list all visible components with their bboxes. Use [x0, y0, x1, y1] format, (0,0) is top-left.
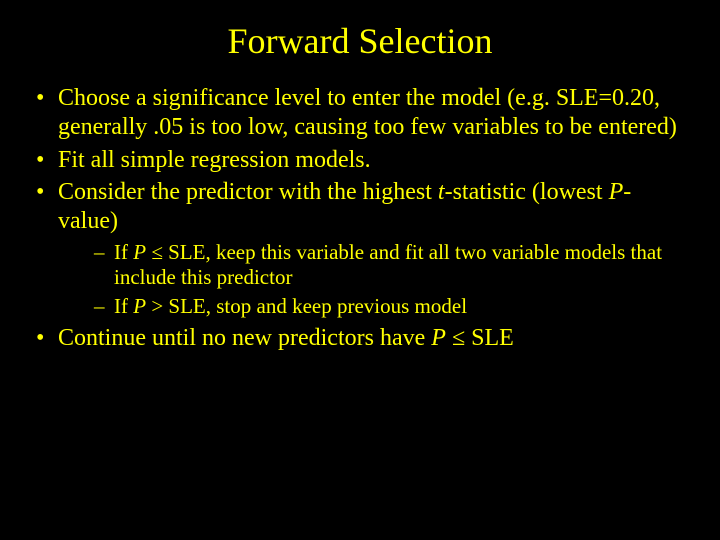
- bullet-text: ≤ SLE: [446, 325, 514, 351]
- sub-bullet-text: ≤ SLE, keep this variable and fit all tw…: [114, 240, 662, 289]
- italic-p: P: [609, 179, 624, 205]
- bullet-text: Continue until no new predictors have: [58, 325, 431, 351]
- italic-p: P: [133, 294, 146, 318]
- slide-title: Forward Selection: [30, 20, 690, 62]
- bullet-item: Continue until no new predictors have P …: [30, 324, 690, 353]
- bullet-item: Fit all simple regression models.: [30, 146, 690, 175]
- sub-bullet-text: If: [114, 294, 133, 318]
- sub-bullet-item: If P ≤ SLE, keep this variable and fit a…: [90, 240, 690, 290]
- main-bullet-list: Choose a significance level to enter the…: [30, 84, 690, 352]
- bullet-text: Choose a significance level to enter the…: [58, 85, 677, 140]
- bullet-text: Fit all simple regression models.: [58, 147, 371, 173]
- sub-bullet-text: If: [114, 240, 133, 264]
- italic-p: P: [133, 240, 146, 264]
- bullet-text: -statistic (lowest: [445, 179, 609, 205]
- sub-bullet-list: If P ≤ SLE, keep this variable and fit a…: [58, 240, 690, 320]
- bullet-item: Choose a significance level to enter the…: [30, 84, 690, 142]
- italic-t: t: [438, 179, 445, 205]
- sub-bullet-item: If P > SLE, stop and keep previous model: [90, 294, 690, 319]
- italic-p: P: [431, 325, 446, 351]
- bullet-text: Consider the predictor with the highest: [58, 179, 438, 205]
- sub-bullet-text: > SLE, stop and keep previous model: [146, 294, 467, 318]
- bullet-item: Consider the predictor with the highest …: [30, 178, 690, 319]
